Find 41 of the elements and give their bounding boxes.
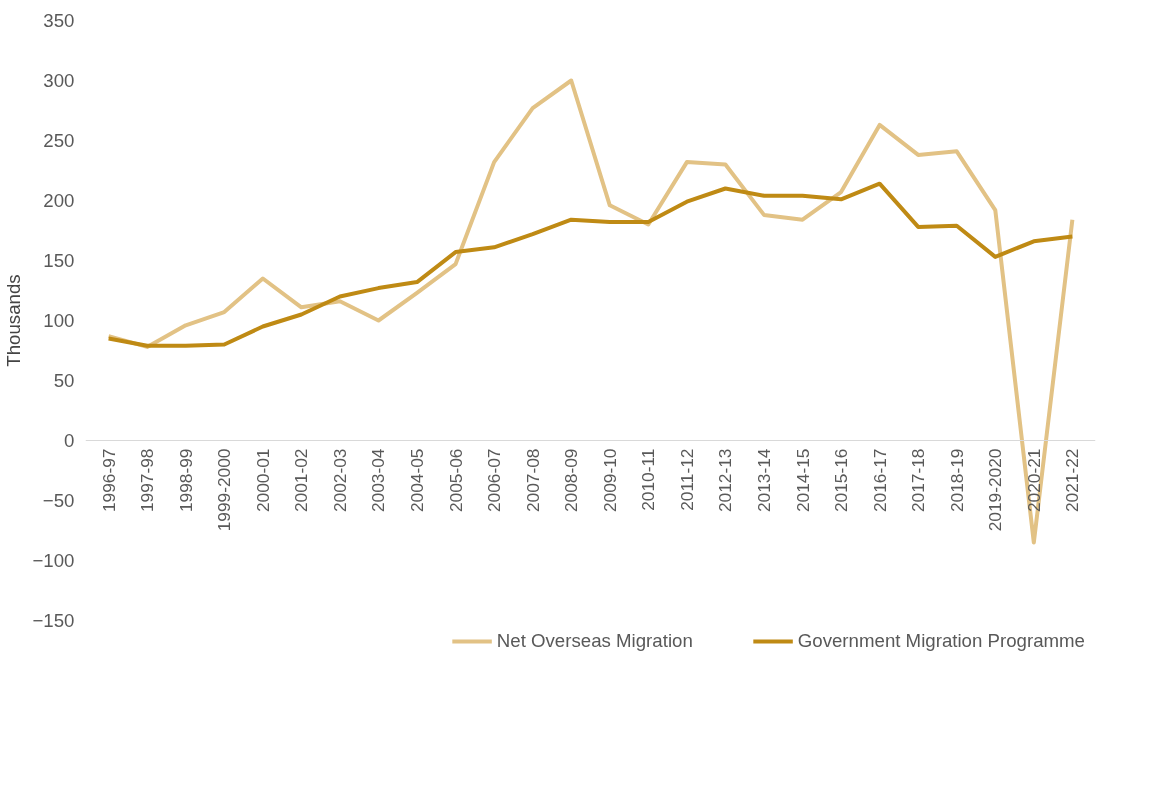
x-tick-label: 2018-19 (946, 448, 967, 513)
x-tick-label: 2019-2020 (985, 448, 1006, 532)
x-tick-label: 2011-12 (676, 448, 697, 511)
x-tick-label: 1996-97 (98, 448, 119, 513)
x-tick-label: 2020-21 (1023, 448, 1044, 513)
x-tick-label: 1999-2000 (214, 448, 235, 532)
x-tick-label: 2012-13 (715, 448, 736, 513)
y-tick-label: 300 (43, 70, 75, 91)
x-tick-label: 2007-08 (522, 448, 543, 513)
legend-label: Government Migration Programme (797, 630, 1085, 652)
x-tick-label: 2013-14 (753, 448, 774, 513)
x-tick-label: 2010-11 (638, 448, 659, 511)
x-tick-label: 2015-16 (831, 448, 852, 513)
y-tick-label: 350 (43, 10, 75, 31)
x-tick-label: 2008-09 (561, 448, 582, 513)
y-tick-label: 0 (64, 430, 75, 451)
x-tick-label: 1997-98 (137, 448, 158, 513)
x-tick-label: 1998-99 (175, 448, 196, 513)
x-tick-label: 2017-18 (908, 448, 929, 513)
x-tick-label: 2003-04 (368, 448, 389, 513)
x-tick-label: 2001-02 (291, 448, 312, 513)
x-tick-label: 2021-22 (1062, 448, 1083, 513)
x-tick-label: 2004-05 (407, 448, 428, 513)
x-tick-label: 2006-07 (484, 448, 505, 513)
x-tick-label: 2000-01 (252, 448, 273, 513)
y-tick-label: 250 (43, 130, 75, 151)
line-series (106, 181, 1075, 348)
x-tick-label: 2005-06 (445, 448, 466, 513)
y-tick-label: 200 (43, 190, 75, 211)
y-tick-label: 150 (43, 250, 75, 271)
y-tick-label: −100 (32, 550, 75, 571)
x-tick-label: 2002-03 (329, 448, 350, 513)
y-tick-label: 100 (43, 310, 75, 331)
legend-label: Net Overseas Migration (496, 630, 693, 652)
x-tick-label: 2009-10 (599, 448, 620, 513)
y-axis-title: Thousands (3, 274, 25, 367)
y-tick-label: −150 (32, 610, 75, 631)
x-tick-label: 2014-15 (792, 448, 813, 513)
y-tick-label: 50 (53, 370, 75, 391)
x-tick-label: 2016-17 (869, 448, 890, 513)
y-tick-label: −50 (42, 490, 75, 511)
